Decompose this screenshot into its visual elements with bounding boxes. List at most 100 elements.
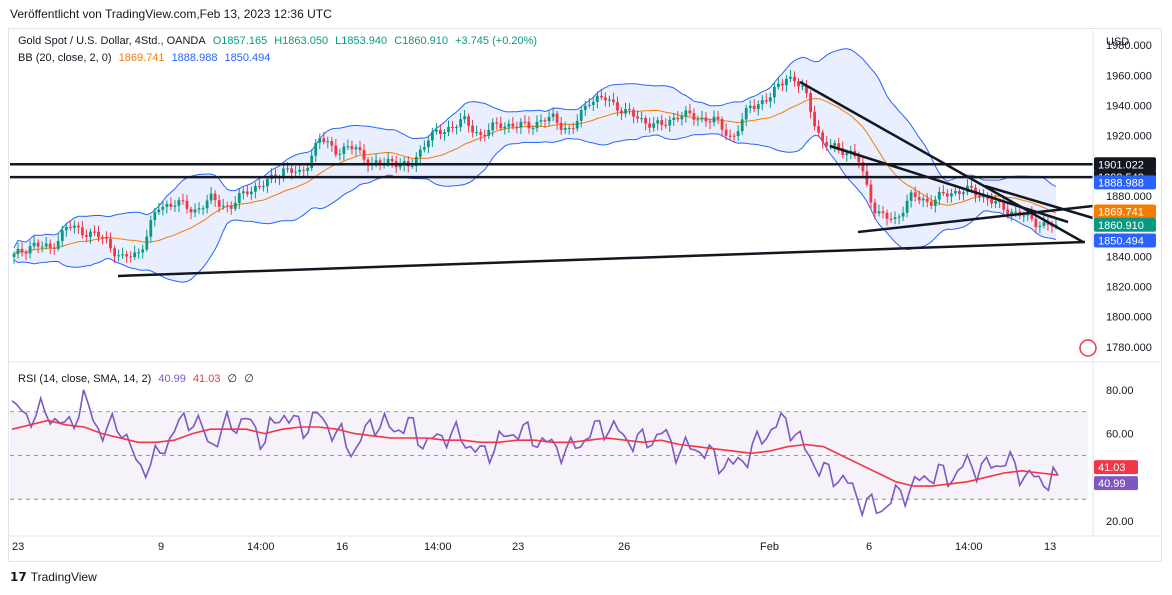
candle-body xyxy=(640,118,643,120)
legend-rsi-na1: ∅ xyxy=(227,373,238,385)
trendline xyxy=(829,144,1069,224)
candle-body xyxy=(455,127,458,129)
candle-body xyxy=(141,249,145,253)
legend-rsi-na2: ∅ xyxy=(244,373,254,385)
candle-body xyxy=(101,237,104,239)
candle-body xyxy=(563,128,567,130)
candle-body xyxy=(519,121,523,128)
candle-body xyxy=(801,85,804,87)
candle-body xyxy=(326,141,330,143)
candle-body xyxy=(358,147,362,151)
candle-body xyxy=(708,121,712,123)
candle-body xyxy=(579,110,583,121)
rsi-tick-label: 80.00 xyxy=(1106,385,1134,397)
candle-body xyxy=(237,193,241,203)
candle-body xyxy=(668,119,672,126)
candle-body xyxy=(81,227,84,236)
price-tag xyxy=(1094,157,1156,172)
candle-body xyxy=(213,193,217,201)
price-tick-label: 1960.000 xyxy=(1106,70,1152,82)
candle-body xyxy=(515,126,519,128)
candle-body xyxy=(724,129,728,136)
candle-body xyxy=(905,200,909,213)
time-tick-label: 26 xyxy=(618,541,630,553)
candle-body xyxy=(950,193,953,197)
candle-body xyxy=(374,160,378,163)
candle-body xyxy=(547,116,551,122)
candle-body xyxy=(833,143,837,146)
candle-body xyxy=(463,116,466,120)
candle-body xyxy=(861,162,865,172)
price-tag-label: 1901.022 xyxy=(1098,159,1144,171)
candle-body xyxy=(664,124,668,126)
time-tick-label: 14:00 xyxy=(955,541,983,553)
candle-body xyxy=(785,78,788,86)
candle-body xyxy=(595,95,599,102)
candle-body xyxy=(197,208,201,210)
candle-body xyxy=(451,127,454,128)
candle-body xyxy=(712,116,716,123)
candle-body xyxy=(612,99,615,103)
candle-body xyxy=(77,225,80,228)
price-tick-label: 1820.000 xyxy=(1106,282,1152,294)
candle-body xyxy=(921,198,925,201)
trendline xyxy=(857,204,1094,234)
candle-body xyxy=(16,248,20,254)
trendline xyxy=(799,80,1084,244)
candle-body xyxy=(527,121,531,129)
candle-body xyxy=(322,138,326,143)
candle-body xyxy=(990,199,993,204)
candle-body xyxy=(487,130,491,136)
candle-body xyxy=(362,150,366,160)
candle-body xyxy=(696,119,700,121)
candle-body xyxy=(535,121,539,129)
candle-body xyxy=(129,256,133,258)
candle-body xyxy=(447,127,450,133)
candle-body xyxy=(817,126,820,133)
candle-body xyxy=(245,191,249,195)
candle-body xyxy=(1014,211,1018,213)
candle-body xyxy=(439,129,442,134)
candle-body xyxy=(933,199,937,206)
candle-body xyxy=(225,205,229,207)
candle-body xyxy=(555,113,559,123)
candle-body xyxy=(68,227,72,228)
candle-body xyxy=(768,97,772,102)
candle-body xyxy=(704,117,708,122)
candle-body xyxy=(672,117,676,120)
main-pane xyxy=(10,48,1094,283)
candle-body xyxy=(286,168,289,170)
candle-body xyxy=(64,227,68,231)
candle-body xyxy=(402,161,406,165)
candle-body xyxy=(1006,209,1010,215)
candle-body xyxy=(495,122,499,124)
candle-body xyxy=(250,191,253,195)
candle-body xyxy=(302,169,306,171)
candle-body xyxy=(121,254,124,256)
legend-rsi-label: RSI (14, close, SMA, 14, 2) xyxy=(18,373,152,385)
legend-bb-upper: 1888.988 xyxy=(171,52,218,64)
candle-body xyxy=(209,193,213,201)
candle-body xyxy=(499,123,503,129)
candle-body xyxy=(676,117,680,120)
candle-body xyxy=(149,220,153,237)
candle-body xyxy=(386,159,390,164)
candle-body xyxy=(1038,226,1042,228)
candle-body xyxy=(24,252,28,254)
time-tick-label: 23 xyxy=(12,541,24,553)
price-tag xyxy=(1094,204,1156,219)
time-tick-label: Feb xyxy=(760,541,779,553)
candle-body xyxy=(740,119,744,132)
candle-body xyxy=(869,184,873,203)
tradingview-brand[interactable]: 𝟭𝟳 TradingView xyxy=(10,570,97,584)
candle-body xyxy=(825,141,829,146)
time-tick-label: 16 xyxy=(336,541,348,553)
candle-body xyxy=(475,132,478,134)
candle-body xyxy=(290,168,293,173)
candle-body xyxy=(229,206,233,209)
candle-body xyxy=(52,247,56,249)
candle-body xyxy=(342,146,346,154)
candle-body xyxy=(109,238,112,249)
